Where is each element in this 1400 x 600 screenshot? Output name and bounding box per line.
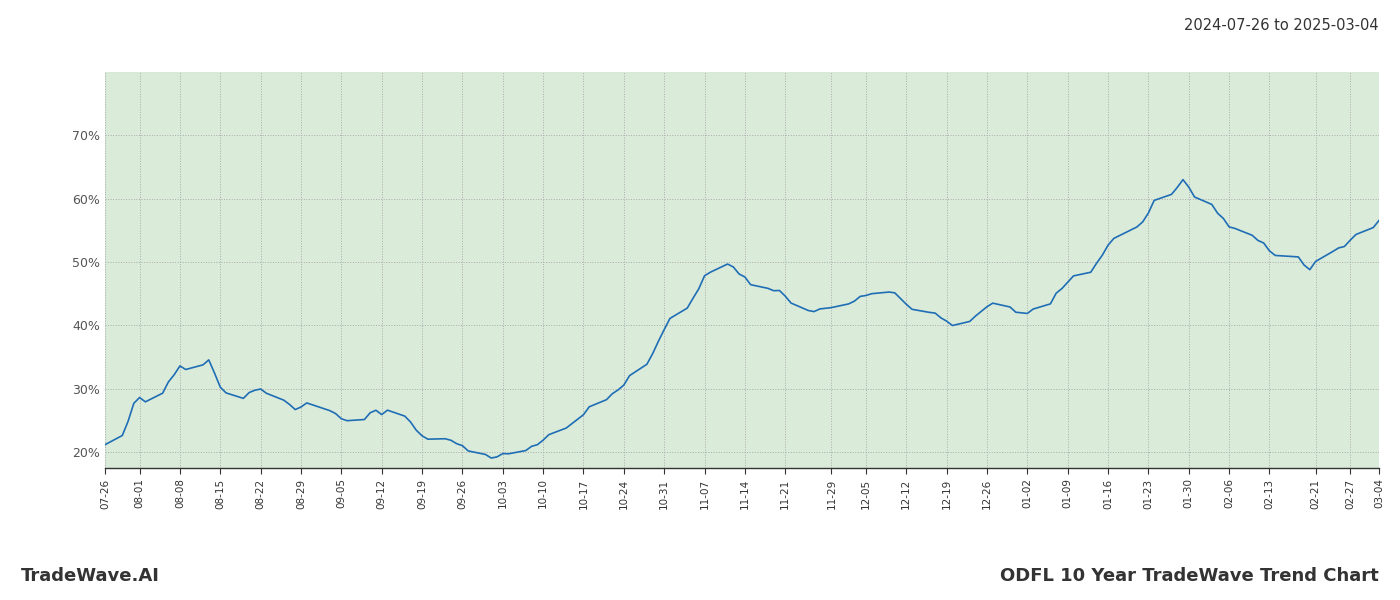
Text: 2024-07-26 to 2025-03-04: 2024-07-26 to 2025-03-04 [1184, 18, 1379, 33]
Text: ODFL 10 Year TradeWave Trend Chart: ODFL 10 Year TradeWave Trend Chart [1000, 567, 1379, 585]
Text: TradeWave.AI: TradeWave.AI [21, 567, 160, 585]
